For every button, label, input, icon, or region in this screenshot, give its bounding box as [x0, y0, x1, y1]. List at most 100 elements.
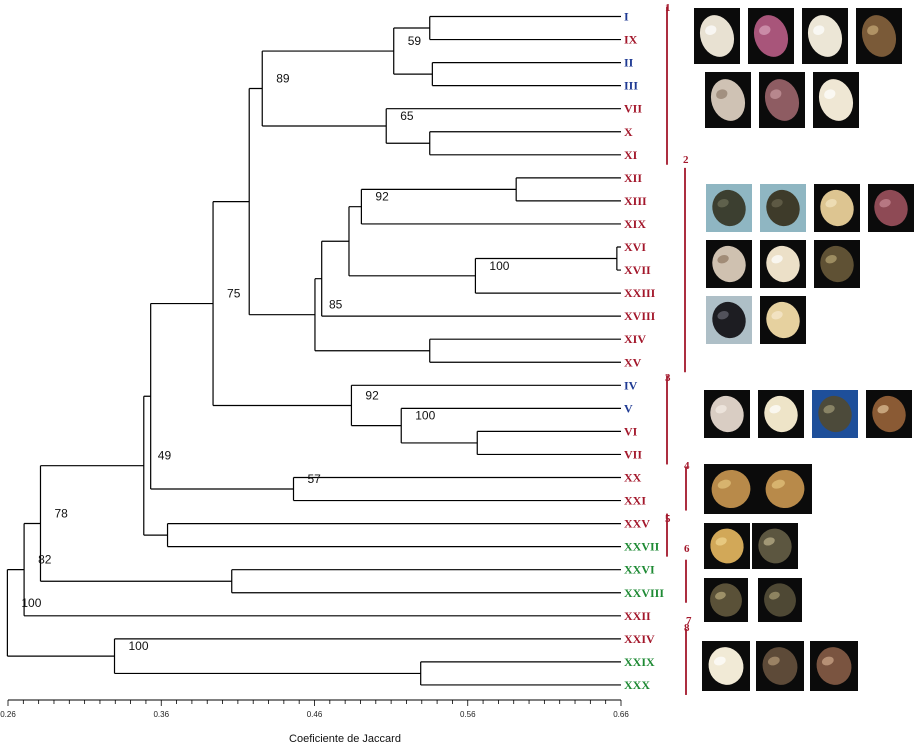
axis-tick-label: 0.36 [153, 710, 169, 719]
leaf-label: IV [624, 378, 638, 392]
leaf-label: XXVI [624, 563, 655, 577]
seed-photo [868, 184, 914, 232]
bootstrap-label: 100 [489, 259, 509, 273]
axis-tick-label: 0.66 [613, 710, 629, 719]
seed-photo [705, 72, 751, 128]
bootstrap-label: 85 [329, 298, 343, 312]
seed-photo [813, 72, 859, 128]
group-number: 4 [684, 460, 690, 472]
bootstrap-label: 82 [38, 553, 52, 567]
cluster-branch [474, 257, 621, 294]
cluster-branch [431, 62, 621, 87]
leaf-labels: IIXIIIIIVIIXXIXIIXIIIXIXXVIXVIIXXIIIXVII… [624, 10, 664, 692]
leaf-label: XX [624, 471, 642, 485]
seed-photos [694, 8, 914, 691]
bootstrap-label: 57 [308, 472, 322, 486]
seed-photo [706, 240, 752, 288]
axis-tick-label: 0.46 [307, 710, 323, 719]
group-number: 7 [686, 615, 692, 627]
leaf-label: XXVIII [624, 586, 664, 600]
leaf-label: II [624, 56, 634, 70]
seed-photo [758, 464, 812, 514]
bootstrap-label: 65 [400, 109, 414, 123]
seed-photo [706, 184, 752, 232]
jaccard-axis: Coeficiente de Jaccard 0.26 0.36 0.46 0.56 0… [0, 699, 629, 745]
bootstrap-label: 100 [21, 596, 41, 610]
bootstrap-label: 59 [408, 34, 422, 48]
axis-title: Coeficiente de Jaccard [289, 733, 401, 745]
seed-photo [704, 464, 758, 514]
leaf-label: XXVII [624, 540, 660, 554]
leaf-label: XXI [624, 494, 646, 508]
axis-tick-label: 0.56 [460, 710, 476, 719]
seed-photo [702, 641, 750, 691]
bootstrap-values: 59 65 89 92 100 85 100 92 75 57 49 78 82 100 100 [21, 34, 509, 653]
group-number: 5 [665, 513, 671, 525]
cluster-branch [261, 50, 394, 127]
leaf-label: V [624, 401, 633, 415]
seed-photo [704, 523, 750, 569]
seed-photo [706, 296, 752, 344]
leaf-label: XIX [624, 217, 646, 231]
group-number: 6 [684, 543, 690, 555]
seed-photo [810, 641, 858, 691]
seed-photo [856, 8, 902, 64]
leaf-label: III [624, 79, 638, 93]
bootstrap-label: 92 [375, 190, 389, 204]
bootstrap-label: 49 [158, 449, 172, 463]
leaf-label: IX [624, 33, 638, 47]
group-brackets: 1 2 3 4 5 6 78 [665, 2, 692, 695]
group-number: 1 [665, 2, 671, 14]
seed-photo [760, 296, 806, 344]
bootstrap-label: 100 [415, 409, 435, 423]
bootstrap-label: 100 [129, 639, 149, 653]
leaf-label: XI [624, 148, 638, 162]
seed-photo [752, 523, 798, 569]
cluster-branch [150, 302, 294, 490]
cluster-branch [616, 246, 621, 271]
seed-photo [759, 72, 805, 128]
cluster-branch [420, 661, 621, 686]
axis-tick-label: 0.26 [0, 710, 16, 719]
leaf-label: XXV [624, 517, 650, 531]
dendrogram-branches [6, 15, 621, 686]
seed-photo [758, 578, 802, 622]
cluster-branch [515, 177, 621, 202]
seed-photo [704, 390, 750, 438]
seed-photo [814, 184, 860, 232]
leaf-label: XVIII [624, 309, 656, 323]
cluster-branch [429, 131, 621, 156]
seed-photo [694, 8, 740, 64]
leaf-label: XXIII [624, 286, 656, 300]
cluster-branch [231, 569, 621, 594]
cluster-branch [429, 338, 621, 363]
seed-photo [758, 390, 804, 438]
cluster-branch [248, 87, 315, 316]
bootstrap-label: 92 [365, 388, 379, 402]
leaf-label: XVII [624, 263, 651, 277]
cluster-branch [292, 476, 621, 502]
seed-photo [814, 240, 860, 288]
leaf-label: XXIV [624, 632, 655, 646]
cluster-branch [348, 206, 476, 277]
cluster-branch [321, 240, 621, 317]
cluster-branch [6, 569, 115, 657]
seed-photo [802, 8, 848, 64]
leaf-label: XIII [624, 194, 647, 208]
seed-photo [748, 8, 794, 64]
leaf-label: I [624, 10, 629, 24]
seed-photo [756, 641, 804, 691]
cluster-branch [166, 523, 621, 548]
cluster-branch [476, 430, 621, 456]
leaf-label: XV [624, 355, 642, 369]
bootstrap-label: 89 [276, 72, 290, 86]
group-number: 2 [683, 154, 689, 166]
seed-photo [704, 578, 748, 622]
cluster-branch [400, 407, 621, 444]
cluster-branch [350, 384, 621, 427]
seed-photo [812, 390, 858, 438]
seed-photo [760, 184, 806, 232]
leaf-label: XIV [624, 332, 646, 346]
cluster-branch [143, 395, 168, 536]
